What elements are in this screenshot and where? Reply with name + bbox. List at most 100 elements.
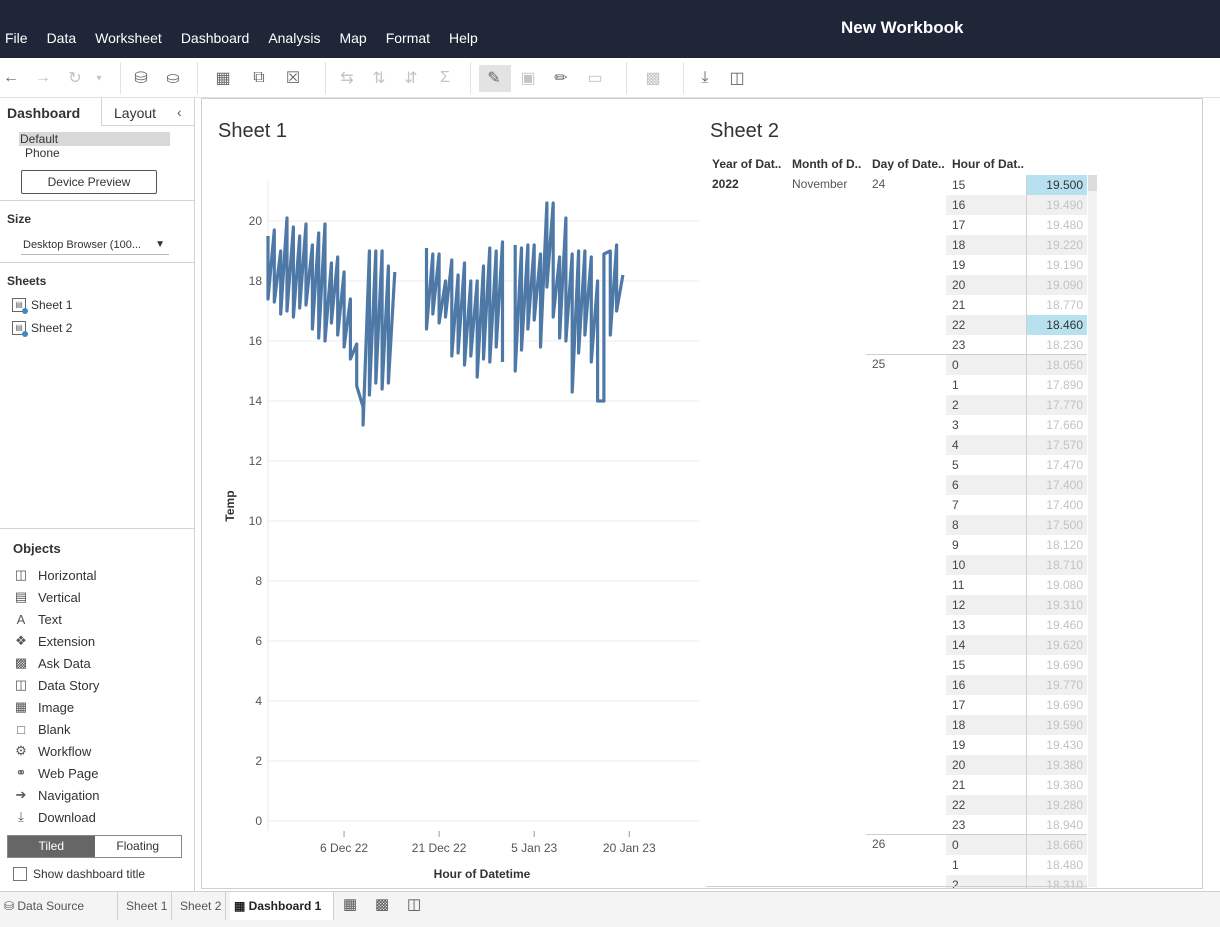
header-month[interactable]: Month of D.. [792, 157, 862, 171]
hour-cell[interactable]: 9 [952, 538, 959, 552]
menu-data[interactable]: Data [46, 30, 77, 46]
temp-value-cell[interactable]: 19.480 [1046, 218, 1083, 232]
fit-icon[interactable]: ▭ [587, 70, 603, 87]
temp-value-cell[interactable]: 17.890 [1046, 378, 1083, 392]
temp-value-cell[interactable]: 18.310 [1027, 875, 1087, 888]
temp-value-cell[interactable]: 17.660 [1046, 418, 1083, 432]
size-select[interactable]: Desktop Browser (100... ▼ [21, 237, 169, 255]
highlight-icon[interactable]: ✎ [487, 70, 501, 87]
temp-value-cell[interactable]: 18.770 [1046, 298, 1083, 312]
object-data-story[interactable]: ◫ Data Story [14, 677, 100, 693]
object-navigation[interactable]: ➔ Navigation [13, 786, 100, 804]
hour-cell[interactable]: 18 [946, 235, 1026, 255]
temp-series-line[interactable] [266, 216, 397, 427]
hour-cell[interactable]: 20 [946, 755, 1026, 775]
presentation-mode-icon[interactable]: ◫ [729, 70, 745, 87]
tab-layout[interactable]: Layout [114, 105, 157, 121]
temp-value-cell[interactable]: 19.380 [1027, 755, 1087, 775]
new-dashboard-icon[interactable]: ▩ [375, 896, 390, 913]
swap-icon[interactable]: ⇆ [340, 70, 354, 87]
hour-cell[interactable]: 8 [946, 515, 1026, 535]
temp-value-cell[interactable]: 18.230 [1046, 338, 1083, 352]
header-hour[interactable]: Hour of Dat.. [952, 157, 1024, 171]
sheet-item-sheet-1[interactable]: ▤ Sheet 1 [12, 298, 72, 314]
object-ask-data[interactable]: ▩ Ask Data [14, 655, 91, 671]
pause-updates-icon[interactable]: ⛀ [166, 70, 180, 87]
object-web-page[interactable]: ⚭ Web Page [13, 764, 99, 782]
hour-cell[interactable]: 3 [952, 418, 959, 432]
object-extension[interactable]: ❖ Extension [13, 632, 95, 650]
collapse-pane-icon[interactable]: ‹ [177, 104, 182, 120]
temp-value-cell[interactable]: 19.590 [1027, 715, 1087, 735]
menu-dashboard[interactable]: Dashboard [180, 30, 250, 46]
temp-value-cell[interactable]: 18.050 [1027, 355, 1087, 375]
hour-cell[interactable]: 23 [952, 818, 966, 832]
hour-cell[interactable]: 1 [952, 378, 959, 392]
temp-value-cell[interactable]: 19.500 [1027, 175, 1087, 195]
table-scrollbar[interactable] [1088, 175, 1097, 887]
object-workflow[interactable]: ⚙ Workflow [13, 742, 91, 760]
totals-icon[interactable]: Σ [440, 69, 450, 86]
temp-value-cell[interactable]: 19.690 [1046, 658, 1083, 672]
hour-cell[interactable]: 0 [946, 835, 1026, 855]
hour-cell[interactable]: 11 [952, 578, 965, 592]
hour-cell[interactable]: 17 [952, 218, 966, 232]
sort-descending-icon[interactable]: ⇵ [404, 70, 418, 87]
hour-cell[interactable]: 15 [952, 658, 966, 672]
temp-value-cell[interactable]: 17.500 [1027, 515, 1087, 535]
temp-value-cell[interactable]: 19.190 [1046, 258, 1083, 272]
month-cell[interactable]: November [792, 177, 848, 191]
temp-value-cell[interactable]: 17.400 [1046, 498, 1083, 512]
menu-format[interactable]: Format [385, 30, 431, 46]
temp-value-cell[interactable]: 19.310 [1027, 595, 1087, 615]
hour-cell[interactable]: 14 [946, 635, 1026, 655]
temp-value-cell[interactable]: 18.710 [1027, 555, 1087, 575]
download-icon[interactable]: ⤓ [701, 69, 709, 86]
menu-map[interactable]: Map [339, 30, 367, 46]
year-cell[interactable]: 2022 [712, 177, 739, 191]
temp-value-cell[interactable]: 18.940 [1046, 818, 1083, 832]
temp-value-cell[interactable]: 19.490 [1027, 195, 1087, 215]
floating-button[interactable]: Floating [116, 839, 160, 853]
hour-cell[interactable]: 18 [946, 715, 1026, 735]
header-year[interactable]: Year of Dat.. [712, 157, 782, 171]
new-story-icon[interactable]: ◫ [407, 896, 422, 913]
hour-cell[interactable]: 22 [946, 315, 1026, 335]
device-preview-button[interactable]: Device Preview [21, 170, 157, 194]
menu-worksheet[interactable]: Worksheet [95, 30, 162, 46]
tiled-button[interactable]: Tiled [8, 836, 95, 857]
temp-value-cell[interactable]: 19.460 [1046, 618, 1083, 632]
sheet-item-sheet-2[interactable]: ▤ Sheet 2 [12, 321, 72, 337]
object-text[interactable]: A Text [13, 610, 62, 628]
temp-series-line[interactable] [424, 240, 505, 379]
object-horizontal[interactable]: ◫ Horizontal [14, 567, 97, 583]
hour-cell[interactable]: 21 [952, 298, 966, 312]
replay-dropdown-icon[interactable]: ▾ [96, 72, 102, 84]
hour-cell[interactable]: 1 [952, 858, 959, 872]
day-cell[interactable]: 25 [872, 357, 886, 371]
hour-cell[interactable]: 20 [946, 275, 1026, 295]
hour-cell[interactable]: 23 [952, 338, 966, 352]
menu-help[interactable]: Help [449, 30, 478, 46]
temp-value-cell[interactable]: 17.570 [1027, 435, 1087, 455]
temp-value-cell[interactable]: 19.770 [1027, 675, 1087, 695]
hour-cell[interactable]: 12 [946, 595, 1026, 615]
tab-dashboard-1[interactable]: ▦ Dashboard 1 [230, 892, 334, 920]
temp-value-cell[interactable]: 19.220 [1027, 235, 1087, 255]
temp-value-cell[interactable]: 19.380 [1046, 778, 1083, 792]
hour-cell[interactable]: 2 [946, 875, 1026, 888]
hour-cell[interactable]: 6 [946, 475, 1026, 495]
duplicate-sheet-icon[interactable]: ⧉ [253, 69, 265, 86]
device-default[interactable]: Default [19, 132, 170, 146]
hour-cell[interactable]: 22 [946, 795, 1026, 815]
menu-analysis[interactable]: Analysis [268, 30, 321, 46]
temp-value-cell[interactable]: 18.120 [1046, 538, 1083, 552]
hour-cell[interactable]: 19 [952, 258, 966, 272]
hour-cell[interactable]: 16 [946, 195, 1026, 215]
temp-value-cell[interactable]: 18.480 [1046, 858, 1083, 872]
labels-icon[interactable]: ▣ [520, 70, 536, 87]
object-download[interactable]: ⤓ Download [13, 808, 96, 826]
temp-value-cell[interactable]: 17.400 [1027, 475, 1087, 495]
hour-cell[interactable]: 15 [952, 178, 966, 192]
tab-data-source[interactable]: ⛁ Data Source [0, 892, 118, 920]
